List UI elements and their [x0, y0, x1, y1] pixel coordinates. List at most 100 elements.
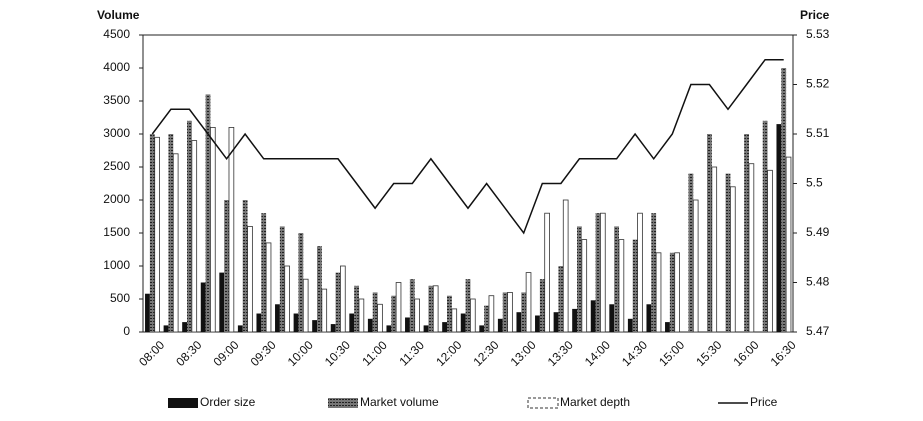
bar — [377, 303, 383, 333]
bar — [577, 226, 582, 332]
bar — [600, 212, 606, 333]
bar — [395, 282, 402, 333]
bar — [572, 308, 578, 332]
bar — [502, 292, 508, 332]
bar — [484, 305, 489, 332]
y-tick-label: 1000 — [103, 258, 130, 272]
bar — [312, 320, 318, 332]
bar — [293, 313, 299, 332]
bar — [521, 292, 527, 332]
bar — [187, 120, 192, 332]
legend-swatch — [168, 398, 198, 408]
y-tick-label: 1500 — [103, 225, 130, 239]
x-tick-label: 13:00 — [508, 338, 539, 369]
bar — [488, 295, 495, 333]
bar — [535, 315, 540, 332]
bar — [609, 304, 615, 332]
bar — [465, 279, 471, 332]
bar — [205, 94, 211, 333]
bar — [707, 134, 712, 332]
bar — [145, 293, 150, 332]
bar — [744, 134, 749, 332]
bar — [149, 134, 155, 332]
y-tick-label: 3000 — [103, 126, 130, 140]
bar — [372, 292, 378, 332]
bar — [340, 265, 346, 333]
x-tick-label: 15:30 — [693, 338, 724, 369]
bar — [302, 278, 309, 333]
x-tick-label: 11:30 — [396, 338, 427, 369]
bar — [637, 212, 643, 333]
bar — [618, 239, 625, 333]
bar — [627, 318, 633, 332]
price-line — [151, 58, 784, 235]
bar — [767, 169, 773, 333]
bar — [414, 298, 420, 333]
bar — [349, 313, 355, 332]
y2-tick-label: 5.48 — [806, 275, 830, 289]
bar — [247, 225, 253, 333]
bar — [182, 322, 188, 332]
x-tick-label: 14:00 — [582, 338, 613, 369]
y-tick-label: 0 — [123, 324, 130, 338]
bar — [748, 163, 755, 333]
bar — [168, 134, 174, 332]
bar — [172, 153, 179, 333]
bar — [711, 166, 718, 333]
bar — [525, 272, 532, 333]
bar — [335, 272, 341, 332]
legend-label: Market depth — [560, 395, 630, 409]
bar — [279, 226, 285, 332]
bar — [558, 266, 564, 332]
bar — [562, 199, 569, 333]
bar — [224, 200, 229, 332]
x-tick-label: 09:00 — [210, 338, 241, 369]
bar — [265, 242, 272, 333]
y2-axis-title: Price — [800, 8, 830, 22]
y-tick-label: 4500 — [103, 27, 130, 41]
bar — [688, 173, 694, 332]
bar — [590, 300, 596, 332]
bar — [655, 252, 662, 333]
bar — [358, 298, 365, 333]
y2-tick-label: 5.47 — [806, 324, 830, 338]
bar — [632, 239, 638, 332]
x-tick-label: 15:00 — [656, 338, 687, 369]
y2-tick-label: 5.53 — [806, 27, 830, 41]
bar — [386, 325, 392, 332]
x-tick-label: 14:30 — [619, 338, 650, 369]
bar — [409, 279, 415, 332]
bar — [507, 291, 513, 333]
bar — [539, 279, 545, 332]
y2-tick-label: 5.5 — [806, 176, 823, 190]
bar — [665, 322, 670, 332]
bar — [432, 285, 439, 333]
bar — [354, 285, 359, 332]
bar — [163, 325, 169, 332]
x-tick-label: 10:30 — [322, 338, 353, 369]
bar — [544, 212, 550, 333]
bar — [237, 325, 243, 332]
bar — [275, 304, 280, 332]
bar — [614, 226, 619, 332]
x-tick-label: 16:30 — [768, 338, 799, 369]
bar — [405, 317, 410, 332]
bar — [553, 312, 559, 332]
bar — [317, 246, 322, 332]
bar — [725, 173, 731, 332]
bar — [470, 298, 476, 333]
y2-tick-label: 5.52 — [806, 77, 830, 91]
x-tick-label: 12:30 — [470, 338, 501, 369]
bar — [154, 136, 160, 333]
legend-swatch — [527, 397, 559, 409]
y2-tick-label: 5.51 — [806, 126, 830, 140]
x-tick-label: 08:00 — [136, 338, 167, 369]
bar — [730, 186, 736, 333]
bar — [651, 213, 657, 332]
bar — [781, 68, 787, 332]
bar — [460, 313, 466, 332]
bar — [191, 140, 198, 333]
bar — [762, 120, 768, 332]
x-tick-label: 12:00 — [433, 338, 464, 369]
